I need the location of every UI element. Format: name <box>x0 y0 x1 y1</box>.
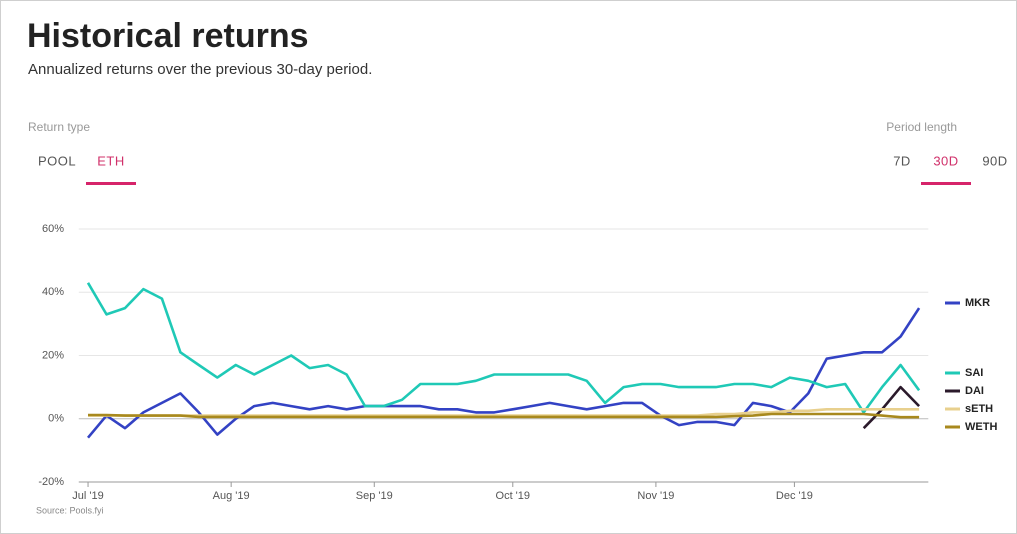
subtitle: Annualized returns over the previous 30-… <box>28 61 372 78</box>
y-tick-label: 60% <box>42 223 64 235</box>
control-label: Return type <box>28 120 90 134</box>
tab[interactable]: 30D <box>933 153 958 168</box>
series-line <box>87 307 921 439</box>
legend-label: MKR <box>965 297 990 309</box>
y-tick-label: 0% <box>48 413 64 425</box>
x-tick-label: Nov '19 <box>637 490 674 502</box>
x-tick-label: Jul '19 <box>72 490 103 502</box>
legend-label: DAI <box>965 385 984 397</box>
x-tick-label: Sep '19 <box>356 490 393 502</box>
tab-underline <box>921 182 971 185</box>
tab[interactable]: 7D <box>893 153 911 168</box>
tab[interactable]: POOL <box>38 153 76 168</box>
series-line <box>86 282 921 414</box>
legend-label: WETH <box>965 421 997 433</box>
tab-underline <box>86 182 136 185</box>
x-tick-label: Aug '19 <box>213 490 250 502</box>
control-label: Period length <box>886 120 957 134</box>
x-tick-label: Dec '19 <box>776 490 813 502</box>
x-tick-label: Oct '19 <box>496 490 531 502</box>
tab[interactable]: ETH <box>97 153 125 168</box>
y-tick-label: 20% <box>42 349 64 361</box>
series-line <box>88 412 920 419</box>
y-tick-label: 40% <box>42 286 64 298</box>
title: Historical returns <box>27 17 309 55</box>
legend-label: sETH <box>965 403 993 415</box>
legend-label: SAI <box>965 367 983 379</box>
source: Source: Pools.fyi <box>36 505 104 515</box>
y-tick-label: -20% <box>38 476 64 488</box>
series-line <box>862 385 921 430</box>
tab[interactable]: 90D <box>982 153 1007 168</box>
